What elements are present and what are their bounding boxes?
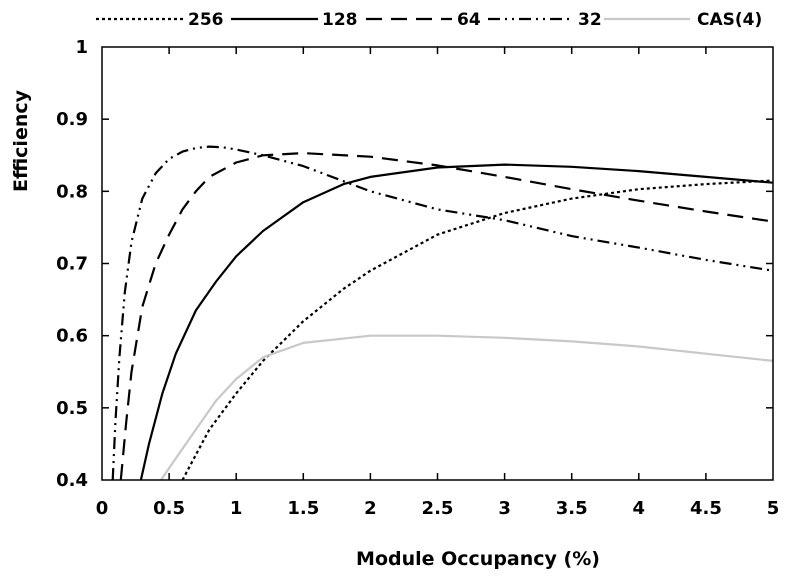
y-tick-label: 0.9 bbox=[56, 109, 88, 130]
x-tick-label: 4.5 bbox=[690, 498, 722, 519]
y-tick-label: 1 bbox=[75, 37, 88, 58]
x-axis-label: Module Occupancy (%) bbox=[356, 548, 600, 570]
legend-label-4: 32 bbox=[578, 10, 602, 30]
legend-label-2: 128 bbox=[322, 10, 358, 30]
legend-label-1: 256 bbox=[188, 10, 224, 30]
y-axis-label: Efficiency bbox=[10, 89, 32, 192]
legend: 256 128 64 32 CAS(4) bbox=[96, 10, 762, 30]
x-tick-label: 3.5 bbox=[556, 498, 588, 519]
series-layer bbox=[111, 145, 773, 480]
x-tick-label: 2 bbox=[364, 498, 377, 519]
tick-layer: 0 0.5 1 1.5 2 2.5 3 3.5 4 4.5 5 0.4 0.5 0.6 0.7 0.8 0.9 1 bbox=[56, 37, 779, 519]
y-tick-label: 0.6 bbox=[56, 326, 88, 347]
y-tick-label: 0.4 bbox=[56, 470, 88, 491]
y-tick-label: 0.5 bbox=[56, 398, 88, 419]
series-line-5 bbox=[160, 334, 773, 480]
x-tick-label: 0 bbox=[96, 498, 109, 519]
legend-label-3: 64 bbox=[457, 10, 481, 30]
x-tick-label: 3 bbox=[498, 498, 511, 519]
x-tick-label: 4 bbox=[633, 498, 646, 519]
series-line-3 bbox=[119, 152, 773, 480]
series-line-2 bbox=[139, 163, 773, 480]
x-tick-label: 5 bbox=[767, 498, 780, 519]
series-line-4 bbox=[111, 145, 773, 480]
x-tick-label: 1 bbox=[230, 498, 243, 519]
y-tick-label: 0.8 bbox=[56, 181, 88, 202]
plot-frame bbox=[101, 46, 774, 481]
y-tick-label: 0.7 bbox=[56, 254, 88, 275]
x-tick-label: 1.5 bbox=[287, 498, 319, 519]
legend-label-5: CAS(4) bbox=[697, 10, 762, 30]
x-tick-label: 2.5 bbox=[422, 498, 454, 519]
x-tick-label: 0.5 bbox=[153, 498, 185, 519]
